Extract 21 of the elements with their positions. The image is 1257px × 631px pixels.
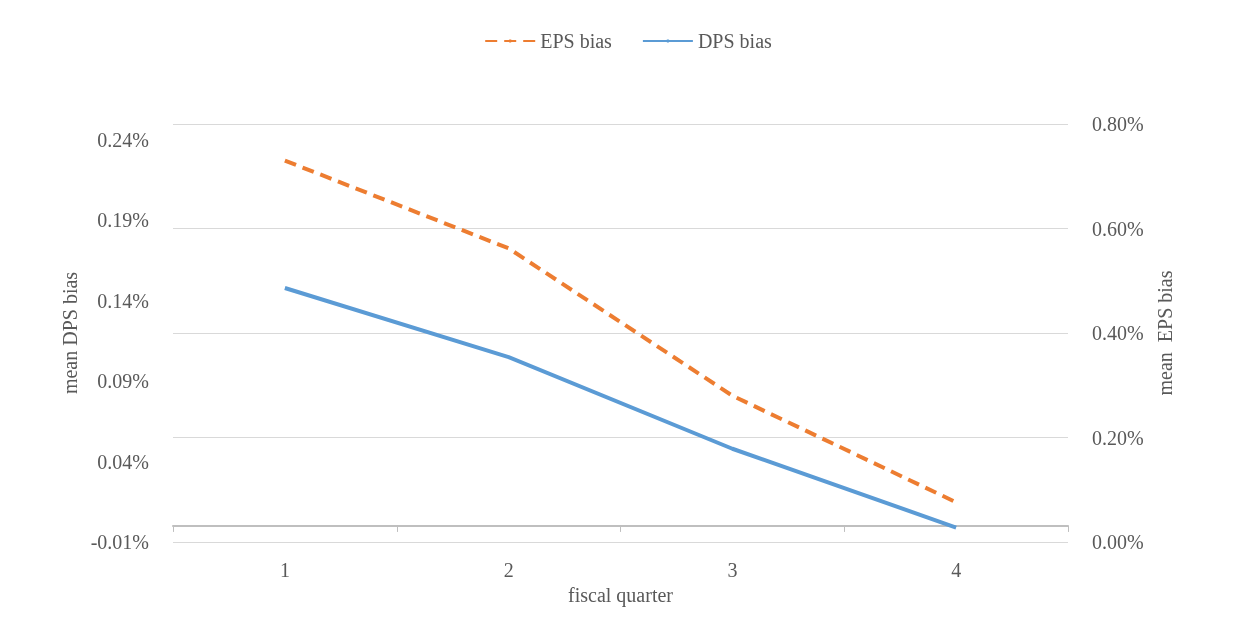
y2-tick-label: 0.20% bbox=[1092, 426, 1144, 449]
y2-axis-title: mean EPS bias bbox=[1153, 270, 1176, 396]
x-tick-label: 3 bbox=[727, 559, 738, 581]
y-tick-label: 0.04% bbox=[97, 450, 149, 473]
x-tick-label: 1 bbox=[279, 559, 290, 581]
line-series bbox=[282, 285, 959, 530]
x-tick-label: 2 bbox=[503, 559, 514, 581]
y-axis-title: mean DPS bias bbox=[58, 271, 81, 395]
legend-label: DPS bias bbox=[697, 30, 773, 52]
y-tick-label: 0.09% bbox=[97, 370, 149, 393]
x-axis-title: fiscal quarter bbox=[568, 583, 674, 607]
y-tick-label: 0.24% bbox=[97, 129, 149, 152]
y-tick-label: 0.19% bbox=[97, 209, 149, 232]
y-tick-label: -0.01% bbox=[90, 531, 149, 553]
y2-tick-label: 0.40% bbox=[1092, 322, 1144, 344]
legend-label: EPS bias bbox=[540, 30, 613, 52]
x-tick-label: 4 bbox=[951, 559, 962, 581]
y-tick-label: 0.14% bbox=[97, 289, 149, 312]
y2-tick-label: 0.00% bbox=[1092, 531, 1144, 553]
y2-tick-label: 0.60% bbox=[1092, 217, 1144, 240]
y2-tick-label: 0.80% bbox=[1092, 113, 1144, 135]
